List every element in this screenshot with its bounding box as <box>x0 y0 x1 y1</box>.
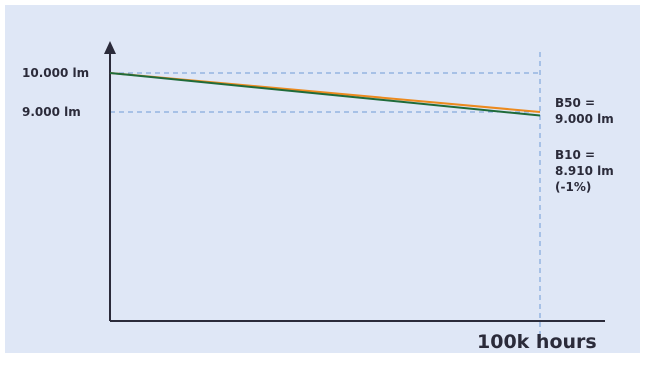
y-tick-label-1: 9.000 lm <box>22 105 81 119</box>
x-axis-title: 100k hours <box>477 331 597 353</box>
annotation-b10-line-2: (-1%) <box>555 180 591 194</box>
annotation-b50-line-1: 9.000 lm <box>555 112 614 126</box>
series-line-b10 <box>109 72 541 117</box>
chart-panel: 10.000 lm 9.000 lm B50 = 9.000 lm B10 = 8.910… <box>5 5 640 353</box>
annotation-b10-line-0: B10 = <box>555 148 595 162</box>
lumen-depreciation-chart: 10.000 lm 9.000 lm B50 = 9.000 lm B10 = 8.910… <box>22 41 614 353</box>
annotation-b50-line-0: B50 = <box>555 96 595 110</box>
annotation-b10-line-1: 8.910 lm <box>555 164 614 178</box>
y-axis-arrow <box>104 41 116 54</box>
y-tick-label-0: 10.000 lm <box>22 66 89 80</box>
